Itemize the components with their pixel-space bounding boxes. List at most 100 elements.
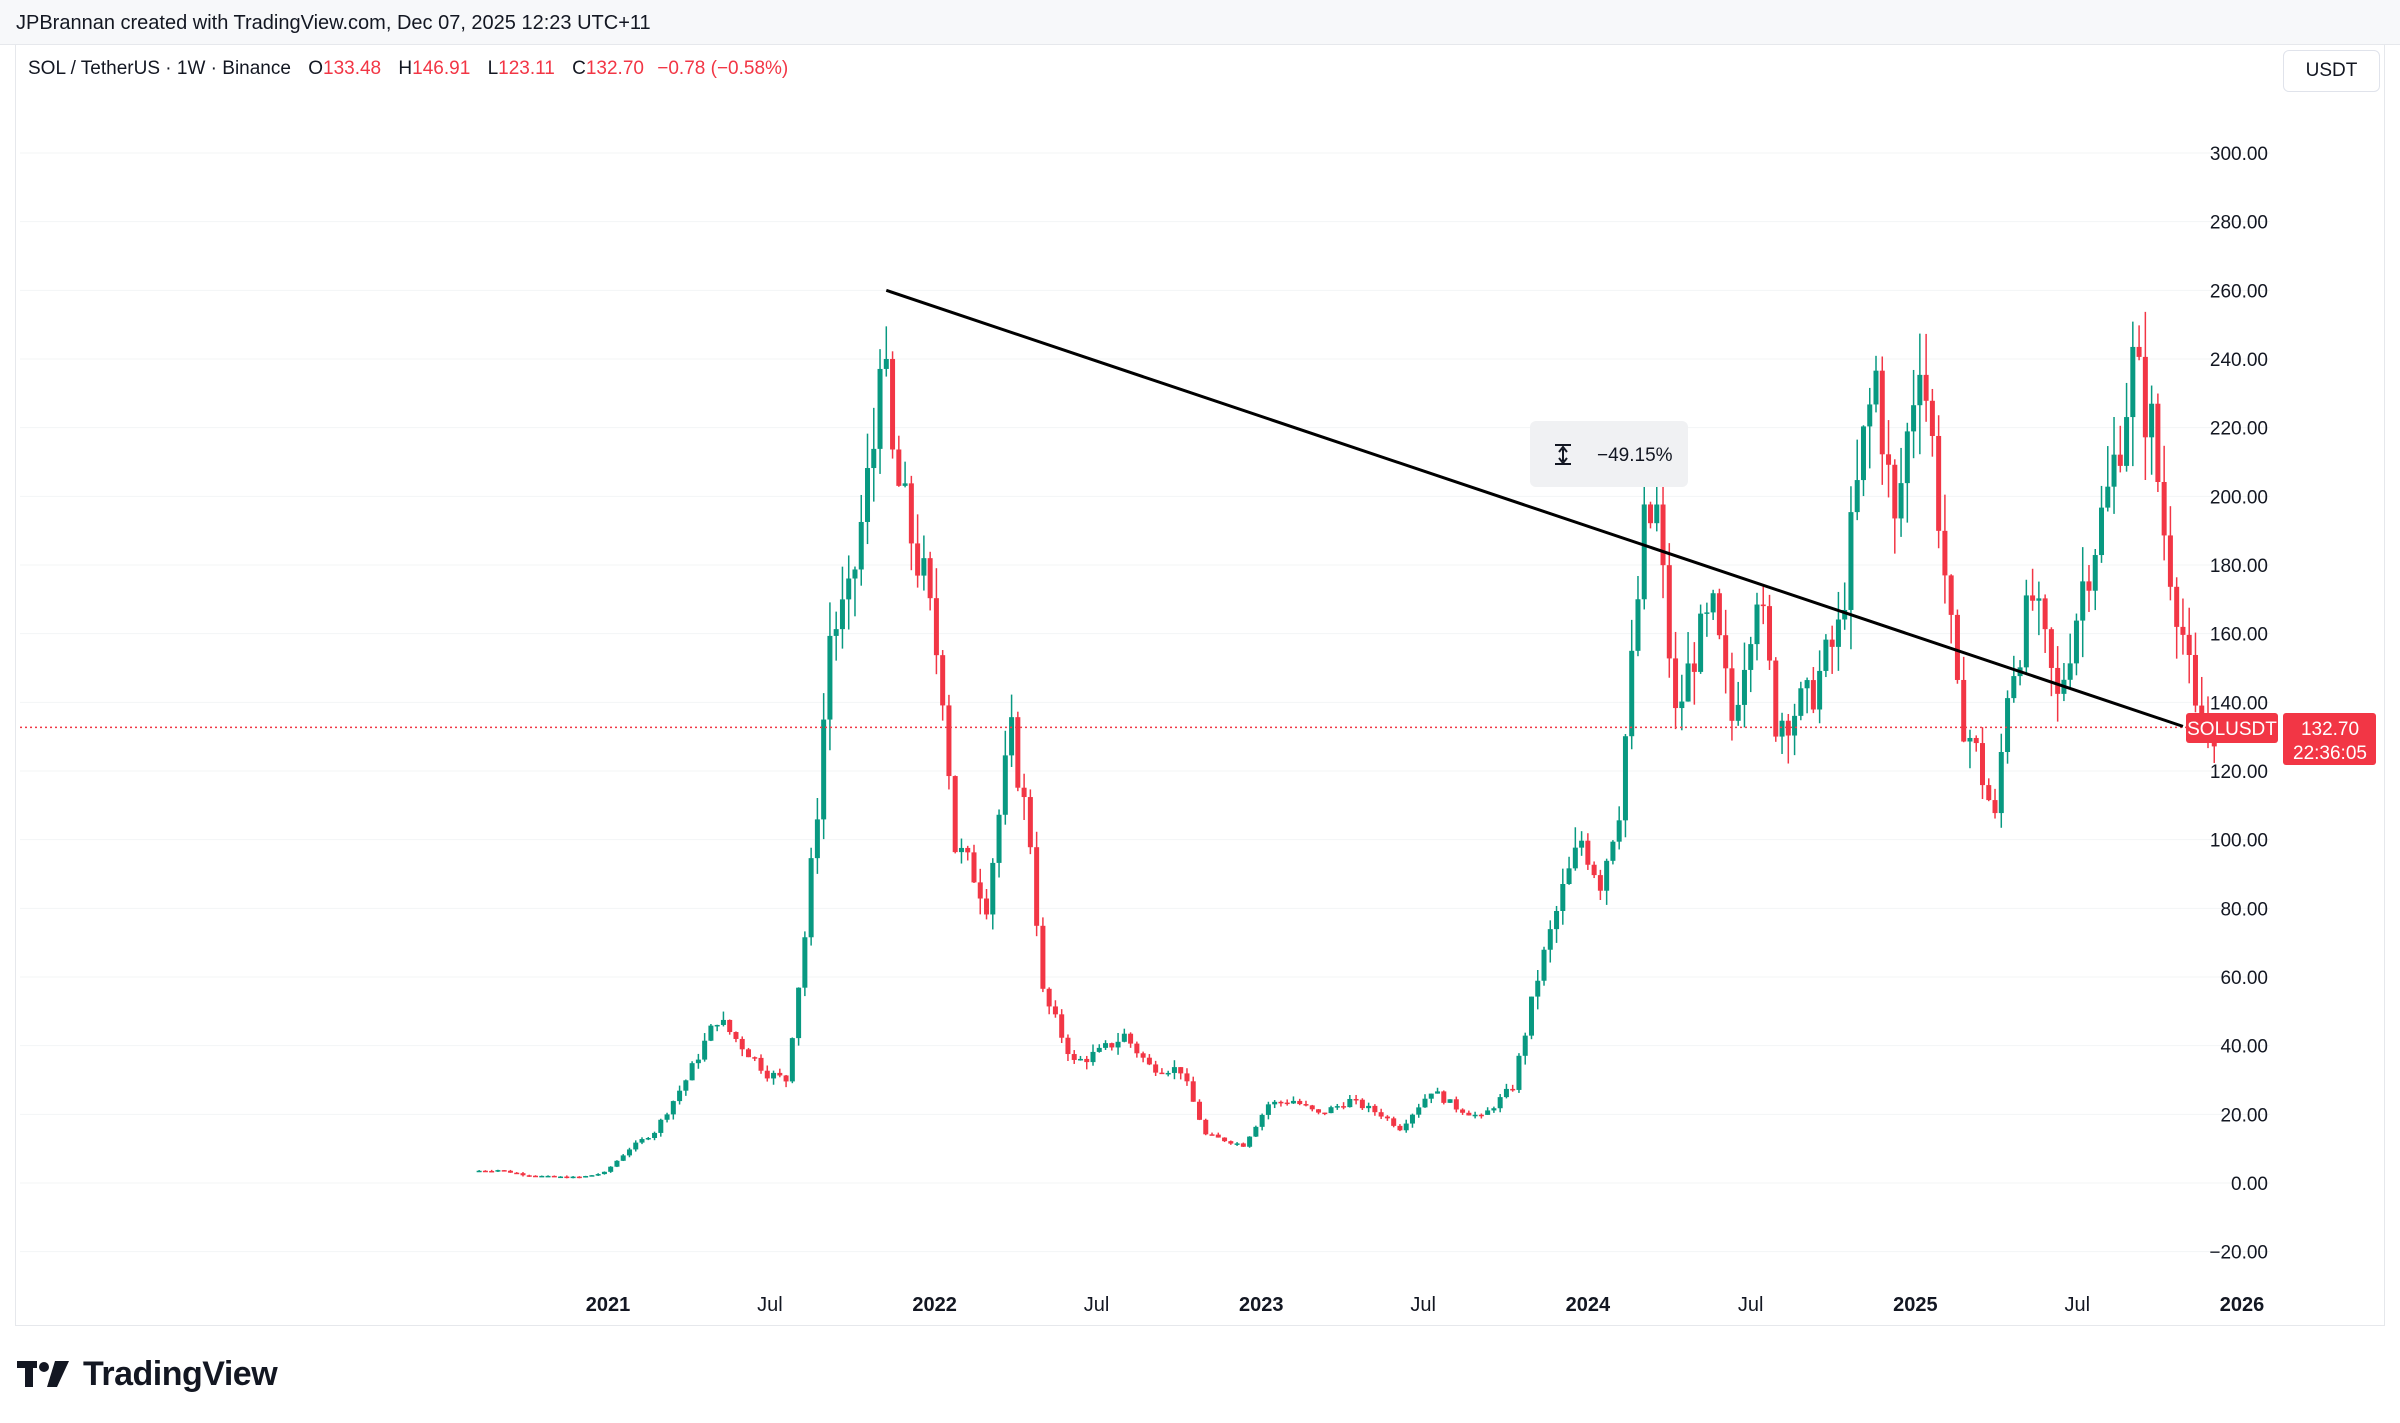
- candle-body: [1215, 1134, 1221, 1138]
- candle-body: [858, 521, 864, 570]
- candle-body: [2073, 620, 2079, 664]
- measure-label-bg: [1530, 421, 1688, 487]
- candle-body: [1209, 1134, 1215, 1136]
- x-tick-label: 2024: [1566, 1294, 1611, 1316]
- candle-body: [2192, 654, 2198, 706]
- tradingview-logo[interactable]: TradingView: [17, 1354, 278, 1394]
- candle-body: [802, 937, 808, 988]
- candle-body: [952, 776, 958, 853]
- x-tick-label: Jul: [2065, 1294, 2091, 1316]
- candle-body: [1328, 1107, 1334, 1114]
- candle-body: [1378, 1112, 1384, 1117]
- candle-body: [1936, 435, 1942, 531]
- candle-body: [1967, 737, 1973, 742]
- x-axis: 2021 Jul 2022 Jul 2023 Jul 2024 Jul 2025 Jul 2026: [586, 1294, 2265, 1316]
- candle-body: [695, 1059, 701, 1064]
- candle-body: [501, 1170, 507, 1172]
- candle-body: [1666, 565, 1672, 659]
- candles-layer: [476, 311, 2217, 1179]
- legend-change: −0.78 (−0.58%): [657, 58, 789, 79]
- y-tick-label: 240.00: [2210, 350, 2268, 371]
- candle-body: [890, 358, 896, 450]
- candle-body: [2167, 535, 2173, 587]
- y-tick-label: 0.00: [2231, 1174, 2268, 1195]
- candle-body: [1654, 504, 1660, 524]
- candle-body: [2186, 634, 2192, 655]
- candle-body: [2155, 403, 2161, 482]
- candle-body: [1196, 1101, 1202, 1120]
- legend-symbol[interactable]: SOL / TetherUS · 1W · Binance: [28, 58, 291, 79]
- candle-body: [1992, 800, 1998, 814]
- candle-body: [1923, 374, 1929, 401]
- candle-body: [1353, 1098, 1359, 1101]
- candle-body: [1265, 1104, 1271, 1115]
- y-tick-label: 280.00: [2210, 213, 2268, 234]
- candle-body: [2142, 356, 2148, 438]
- candle-body: [752, 1057, 758, 1059]
- candle-body: [708, 1025, 714, 1041]
- candle-body: [1065, 1037, 1071, 1055]
- candle-body: [1447, 1099, 1453, 1103]
- candle-body: [1998, 752, 2004, 814]
- candle-body: [1535, 980, 1541, 997]
- candle-body: [896, 449, 902, 486]
- candle-body: [645, 1137, 651, 1140]
- candle-body: [1391, 1118, 1397, 1126]
- y-tick-label: 140.00: [2210, 693, 2268, 714]
- currency-selector[interactable]: USDT: [2283, 50, 2380, 92]
- candle-body: [689, 1063, 695, 1081]
- candle-body: [702, 1040, 708, 1060]
- candle-body: [739, 1038, 745, 1050]
- candle-body: [764, 1070, 770, 1079]
- candle-body: [2136, 346, 2142, 357]
- candle-body: [745, 1049, 751, 1058]
- candle-body: [1528, 996, 1534, 1036]
- legend-low: 123.11: [498, 58, 555, 79]
- candle-body: [1704, 612, 1710, 614]
- candle-body: [576, 1176, 582, 1179]
- y-tick-label: 200.00: [2210, 487, 2268, 508]
- candle-body: [1741, 669, 1747, 705]
- candle-body: [1779, 720, 1785, 737]
- candle-body: [533, 1175, 539, 1178]
- candle-body: [1516, 1055, 1522, 1090]
- candle-body: [1453, 1099, 1459, 1110]
- candle-body: [865, 468, 871, 522]
- candle-body: [940, 655, 946, 706]
- candle-body: [1629, 650, 1635, 737]
- candle-body: [2117, 454, 2123, 466]
- trendline[interactable]: [885, 288, 2184, 728]
- candle-body: [1785, 720, 1791, 736]
- candle-body: [902, 483, 908, 486]
- candle-body: [1510, 1088, 1516, 1091]
- candle-body: [1842, 609, 1848, 620]
- candle-body: [1478, 1114, 1484, 1117]
- symbol-legend: SOL / TetherUS · 1W · Binance O133.48 H1…: [28, 58, 788, 80]
- candle-body: [1748, 644, 1754, 670]
- candle-body: [1572, 847, 1578, 869]
- candle-body: [1560, 884, 1566, 911]
- candle-body: [771, 1072, 777, 1079]
- candle-body: [921, 558, 927, 576]
- candle-body: [1735, 704, 1741, 721]
- candle-body: [1359, 1099, 1365, 1109]
- y-tick-label: 160.00: [2210, 625, 2268, 646]
- candle-body: [720, 1019, 726, 1025]
- candle-body: [1090, 1051, 1096, 1063]
- candle-body: [1178, 1067, 1184, 1074]
- candle-body: [1591, 864, 1597, 876]
- legend-high-label: H: [398, 58, 413, 79]
- y-tick-label: 60.00: [2220, 968, 2268, 989]
- candle-body: [1541, 949, 1547, 981]
- candle-body: [1898, 483, 1904, 519]
- candle-body: [827, 635, 833, 720]
- candle-body: [1096, 1047, 1102, 1052]
- measure-label[interactable]: −49.15%: [1530, 421, 1688, 487]
- candle-body: [1303, 1104, 1309, 1106]
- candle-body: [2111, 454, 2117, 487]
- candle-body: [1071, 1054, 1077, 1060]
- candle-body: [1384, 1116, 1390, 1119]
- tradingview-brand: TradingView: [83, 1354, 278, 1393]
- candle-body: [1084, 1058, 1090, 1063]
